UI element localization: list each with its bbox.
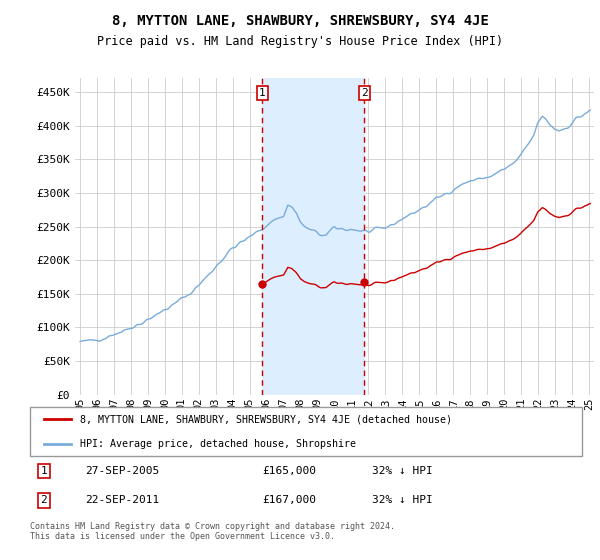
Text: 1: 1: [40, 466, 47, 476]
Bar: [262, 78, 364, 395]
Text: 8, MYTTON LANE, SHAWBURY, SHREWSBURY, SY4 4JE (detached house): 8, MYTTON LANE, SHAWBURY, SHREWSBURY, SY…: [80, 414, 452, 424]
Text: 27-SEP-2005: 27-SEP-2005: [85, 466, 160, 476]
Text: HPI: Average price, detached house, Shropshire: HPI: Average price, detached house, Shro…: [80, 439, 356, 449]
Text: 8, MYTTON LANE, SHAWBURY, SHREWSBURY, SY4 4JE: 8, MYTTON LANE, SHAWBURY, SHREWSBURY, SY…: [112, 14, 488, 28]
Text: 32% ↓ HPI: 32% ↓ HPI: [372, 466, 433, 476]
FancyBboxPatch shape: [30, 407, 582, 456]
Text: 2: 2: [40, 496, 47, 505]
Text: 22-SEP-2011: 22-SEP-2011: [85, 496, 160, 505]
Text: 32% ↓ HPI: 32% ↓ HPI: [372, 496, 433, 505]
Text: 2: 2: [361, 88, 368, 98]
Text: £165,000: £165,000: [262, 466, 316, 476]
Text: Contains HM Land Registry data © Crown copyright and database right 2024.
This d: Contains HM Land Registry data © Crown c…: [30, 522, 395, 542]
Text: £167,000: £167,000: [262, 496, 316, 505]
Text: Price paid vs. HM Land Registry's House Price Index (HPI): Price paid vs. HM Land Registry's House …: [97, 35, 503, 48]
Text: 1: 1: [259, 88, 266, 98]
